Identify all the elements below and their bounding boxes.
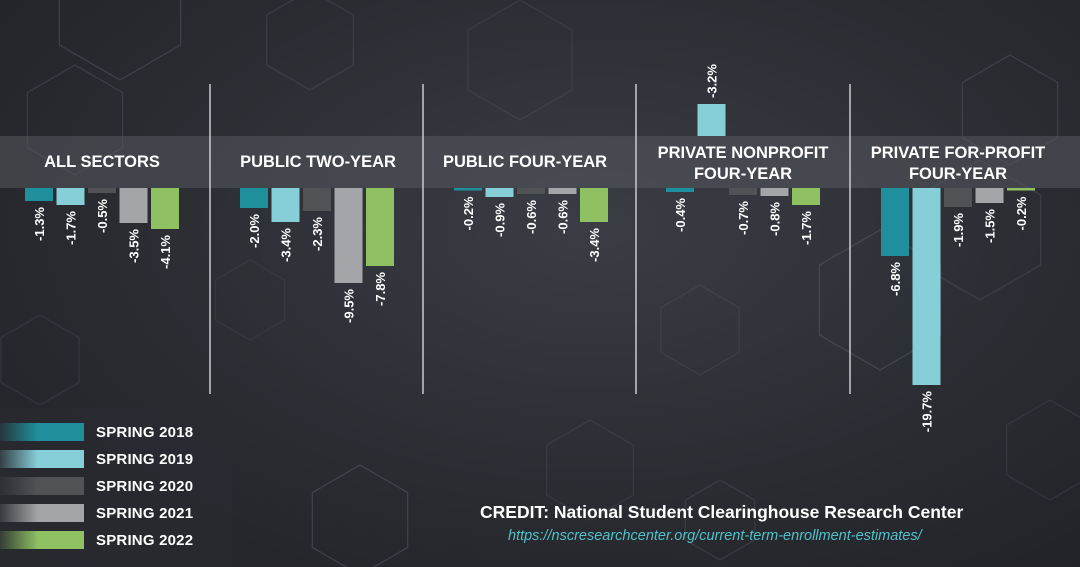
value-label: -7.8% xyxy=(373,272,388,306)
category-label: ALL SECTORS xyxy=(44,153,160,171)
legend-item: SPRING 2018 xyxy=(0,421,232,443)
bar xyxy=(912,188,941,385)
bar xyxy=(548,188,577,194)
legend-item: SPRING 2021 xyxy=(0,502,232,524)
category-label: PRIVATE FOR-PROFIT FOUR-YEAR xyxy=(871,144,1045,183)
hexagon-decoration xyxy=(467,0,573,121)
value-label: -3.2% xyxy=(705,64,720,98)
legend-label: SPRING 2019 xyxy=(96,451,194,468)
bar xyxy=(697,104,726,136)
bar xyxy=(88,188,116,193)
hexagon-decoration xyxy=(214,259,286,341)
value-label: -0.4% xyxy=(673,198,688,232)
value-label: -3.4% xyxy=(587,228,602,262)
value-label: -3.5% xyxy=(127,229,142,263)
category-band xyxy=(0,136,1080,188)
bar xyxy=(271,188,300,222)
bar xyxy=(517,188,545,194)
value-label: -6.8% xyxy=(888,262,903,296)
value-label: -0.6% xyxy=(524,200,539,234)
bar xyxy=(666,188,694,192)
credit-link[interactable]: https://nscresearchcenter.org/current-te… xyxy=(508,528,922,544)
value-label: -19.7% xyxy=(920,391,935,433)
value-label: -2.0% xyxy=(247,214,262,248)
bar xyxy=(944,188,972,207)
value-label: -0.7% xyxy=(736,201,751,235)
bar xyxy=(792,188,820,205)
bar xyxy=(975,188,1004,203)
category-label: PUBLIC TWO-YEAR xyxy=(240,153,396,171)
bar xyxy=(881,188,909,256)
legend-label: SPRING 2018 xyxy=(96,424,194,441)
category-label: PUBLIC FOUR-YEAR xyxy=(443,153,607,171)
bar xyxy=(454,188,482,191)
value-label: -0.9% xyxy=(493,203,508,237)
bar xyxy=(25,188,53,201)
value-label: -0.2% xyxy=(461,196,476,230)
legend-item: SPRING 2022 xyxy=(0,529,232,551)
bar xyxy=(580,188,608,222)
value-labels: -1.3% -2.0% -0.2% -0.4% -6.8% -1.7% -3.4% -0.9%… xyxy=(32,64,1029,433)
hexagon-decoration xyxy=(266,0,354,91)
legend-swatch xyxy=(0,477,84,495)
legend-swatch xyxy=(0,531,84,549)
legend-swatch xyxy=(0,450,84,468)
hexagon-decoration xyxy=(818,229,942,371)
bar xyxy=(485,188,514,197)
bar xyxy=(366,188,394,266)
hexagon-decoration xyxy=(684,479,756,561)
legend-label: SPRING 2022 xyxy=(96,532,194,549)
bar xyxy=(760,188,789,196)
bar xyxy=(56,188,85,205)
bar xyxy=(303,188,331,211)
credit-text: CREDIT: National Student Clearinghouse R… xyxy=(480,502,964,522)
hexagon-decoration xyxy=(58,0,182,81)
value-label: -0.6% xyxy=(556,200,571,234)
hexagon-decoration xyxy=(1006,399,1080,501)
bar xyxy=(1007,188,1035,191)
hexagon-decoration xyxy=(546,419,634,521)
bar xyxy=(151,188,179,229)
value-label: -1.3% xyxy=(32,207,47,241)
value-label: -1.7% xyxy=(64,211,79,245)
bars xyxy=(25,104,1035,385)
legend-label: SPRING 2021 xyxy=(96,505,194,522)
legend-item: SPRING 2020 xyxy=(0,475,232,497)
value-label: -1.9% xyxy=(951,213,966,247)
value-label: -1.5% xyxy=(983,209,998,243)
hexagon-decoration xyxy=(660,284,740,376)
legend-swatch xyxy=(0,423,84,441)
bar xyxy=(119,188,148,223)
value-label: -0.8% xyxy=(768,202,783,236)
legend-item: SPRING 2019 xyxy=(0,448,232,470)
value-label: -2.3% xyxy=(310,217,325,251)
legend: SPRING 2018 SPRING 2019 SPRING 2020 SPRI… xyxy=(0,408,232,567)
bar xyxy=(729,188,757,195)
category-label: PRIVATE NONPROFIT FOUR-YEAR xyxy=(658,144,829,183)
value-label: -9.5% xyxy=(342,289,357,323)
value-label: -0.2% xyxy=(1014,196,1029,230)
hexagon-decoration xyxy=(311,464,409,567)
value-label: -4.1% xyxy=(158,235,173,269)
bar xyxy=(240,188,268,208)
hexagon-decoration xyxy=(0,314,80,406)
value-label: -3.4% xyxy=(279,228,294,262)
value-label: -0.5% xyxy=(95,199,110,233)
legend-swatch xyxy=(0,504,84,522)
category-labels: ALL SECTORS PUBLIC TWO-YEAR PUBLIC FOUR-YE… xyxy=(44,144,1045,183)
value-label: -1.7% xyxy=(799,211,814,245)
sector-dividers xyxy=(209,84,851,394)
bar xyxy=(334,188,363,283)
legend-label: SPRING 2020 xyxy=(96,478,194,495)
